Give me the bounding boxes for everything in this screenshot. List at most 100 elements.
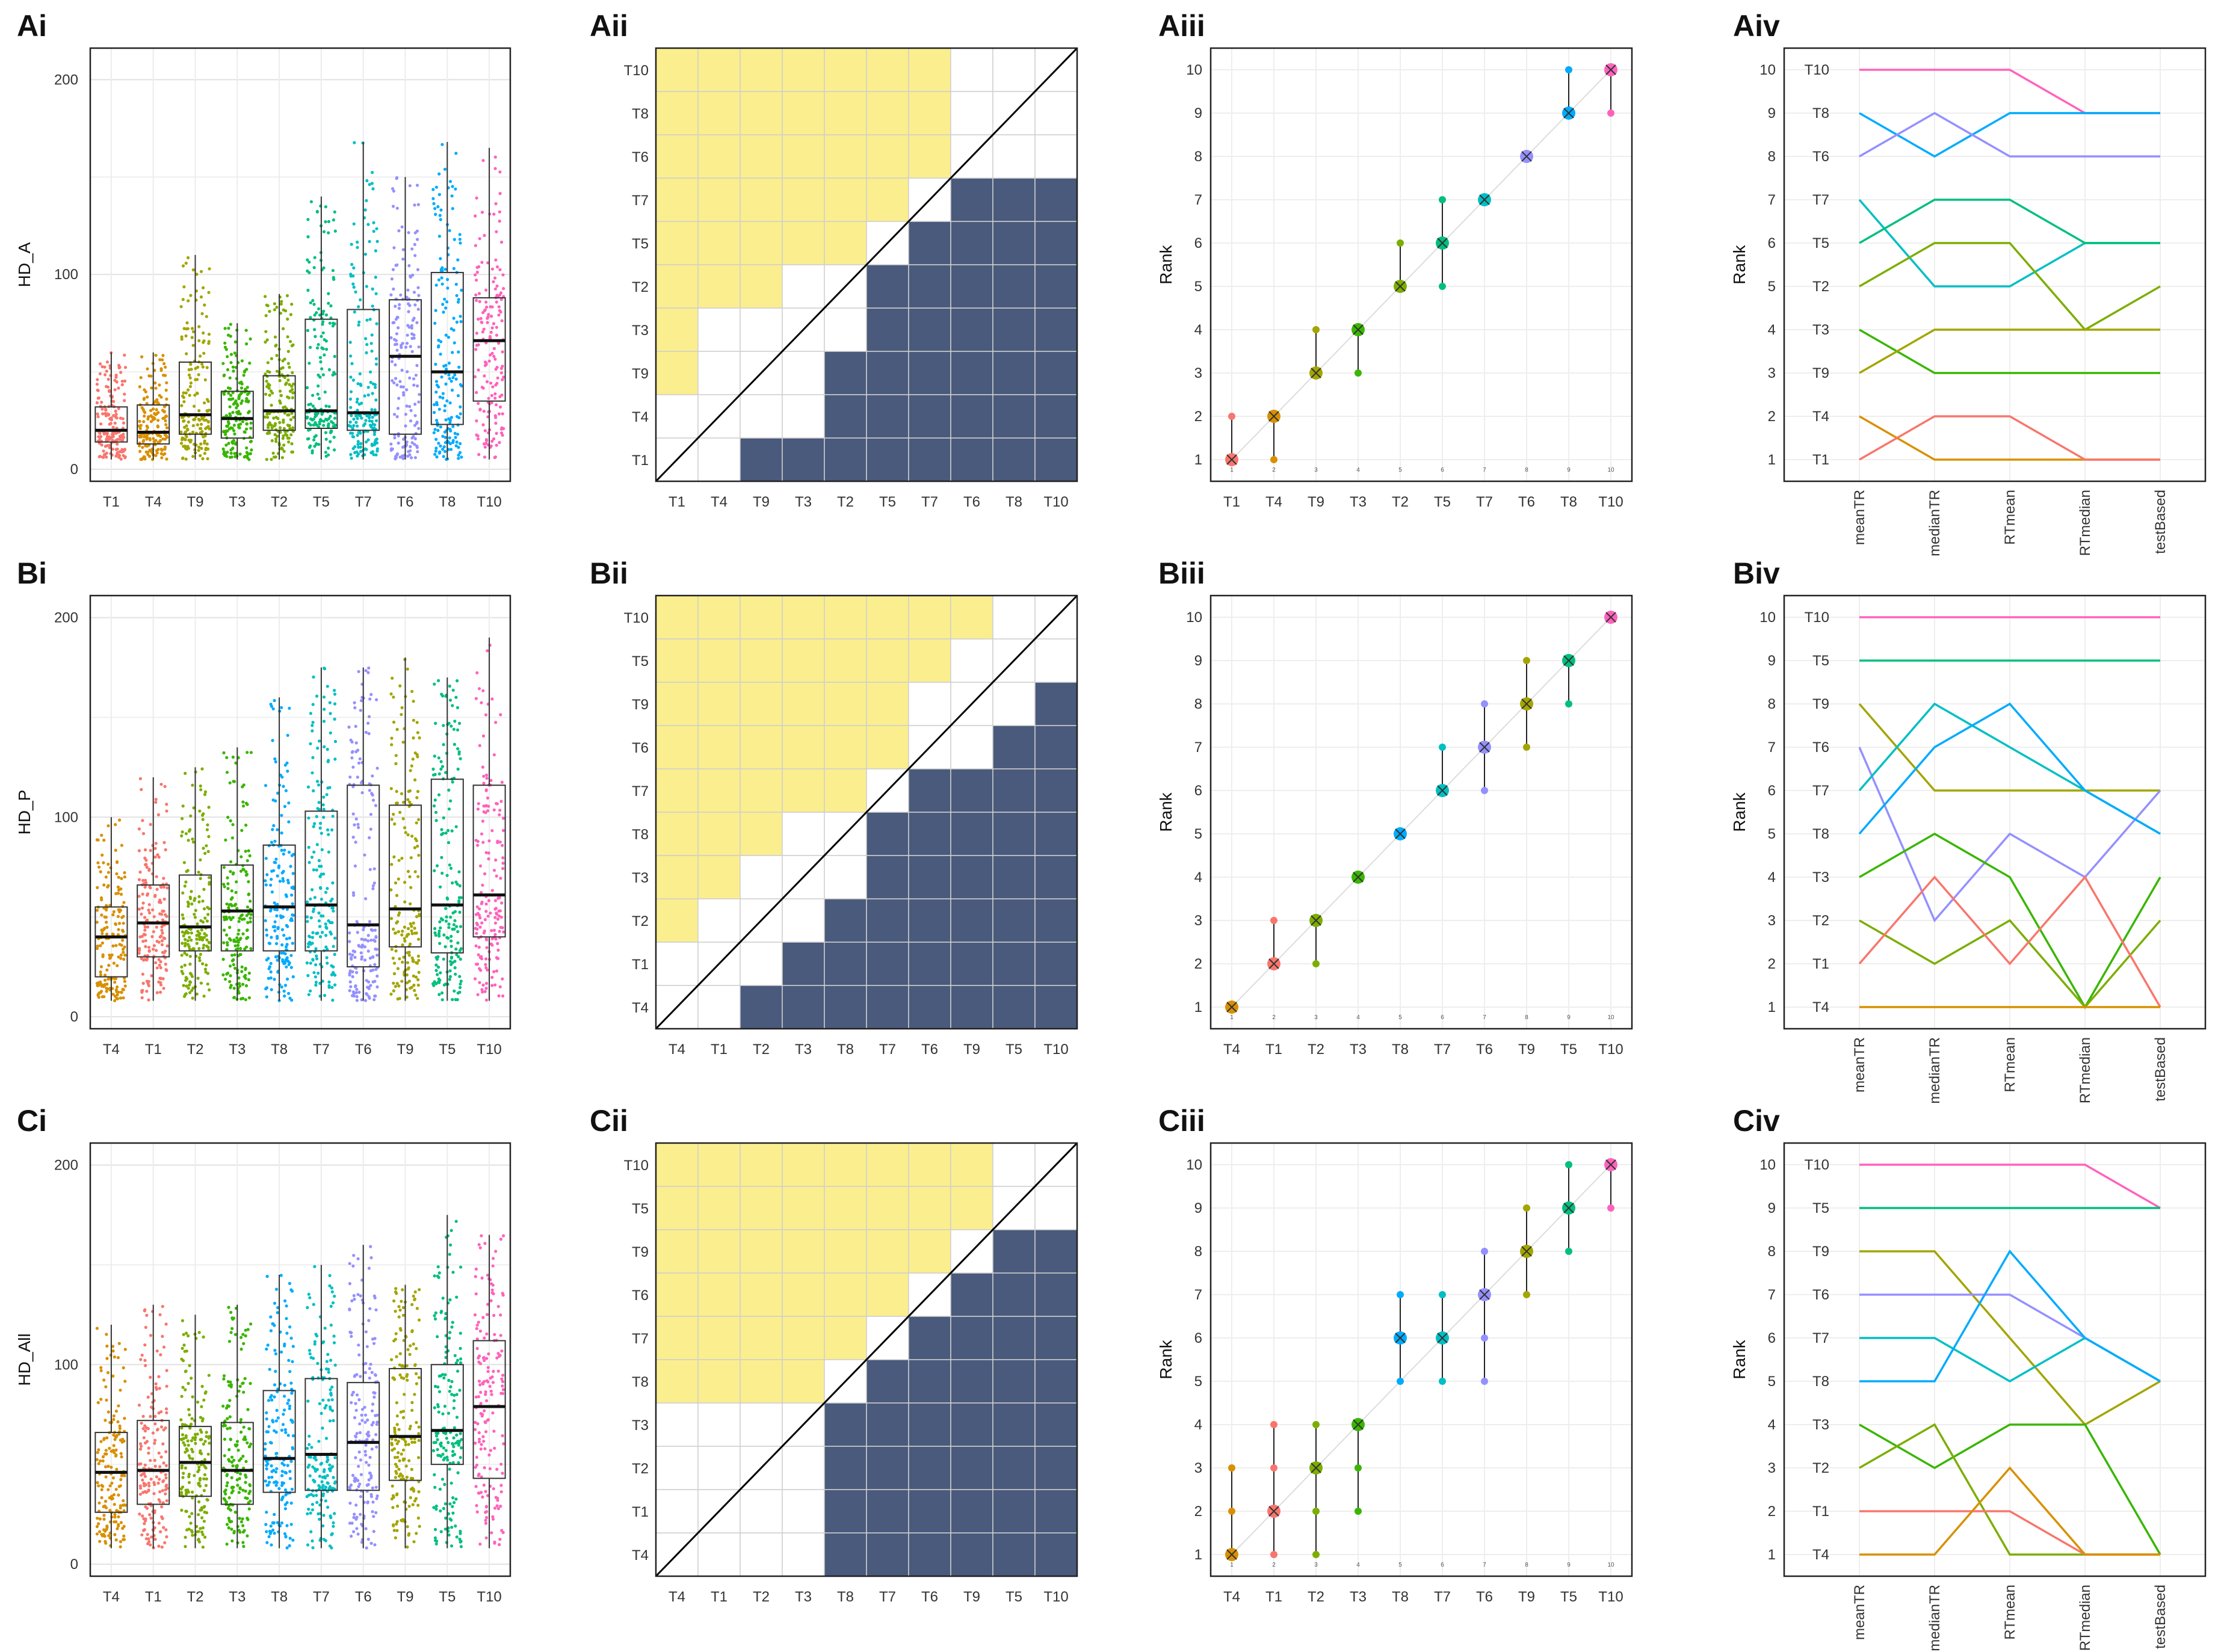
data-point xyxy=(368,957,372,960)
data-point xyxy=(442,310,445,314)
data-point xyxy=(410,764,413,768)
data-point xyxy=(105,932,109,936)
data-point xyxy=(140,1533,144,1536)
data-point xyxy=(237,920,241,923)
heatmap-cell xyxy=(824,725,867,769)
data-point xyxy=(226,943,229,947)
data-point xyxy=(434,309,437,312)
data-point xyxy=(115,1434,119,1437)
data-point xyxy=(271,1528,275,1532)
data-point xyxy=(391,676,394,680)
data-point xyxy=(150,974,153,978)
data-point xyxy=(231,916,235,919)
heatmap-cell xyxy=(1034,768,1078,813)
data-point xyxy=(365,285,368,288)
data-point xyxy=(200,1508,203,1512)
data-point xyxy=(202,846,205,850)
data-point xyxy=(249,1490,252,1493)
data-point xyxy=(392,812,395,816)
data-point xyxy=(437,772,441,775)
data-point xyxy=(273,1429,276,1432)
series-label: T3 xyxy=(1812,322,1829,338)
data-point xyxy=(437,442,440,445)
data-point xyxy=(441,434,445,438)
data-point xyxy=(365,440,368,444)
data-point xyxy=(189,381,193,385)
data-point xyxy=(113,1520,116,1524)
x-tick-label: T10 xyxy=(1598,1041,1623,1058)
data-point xyxy=(436,421,439,425)
data-point xyxy=(401,960,404,964)
data-point xyxy=(416,978,420,982)
data-point xyxy=(240,970,244,973)
data-point xyxy=(317,343,320,347)
data-point xyxy=(478,916,482,920)
data-point xyxy=(222,883,226,886)
data-point xyxy=(414,993,418,997)
data-point xyxy=(353,955,357,959)
data-point xyxy=(438,395,442,399)
data-point xyxy=(437,193,442,196)
data-point xyxy=(391,321,395,325)
data-point xyxy=(114,1488,118,1491)
data-point xyxy=(371,427,374,430)
data-point xyxy=(494,721,498,724)
data-point xyxy=(187,1454,191,1458)
data-point xyxy=(245,422,249,426)
data-point xyxy=(196,976,200,980)
data-point xyxy=(271,451,275,455)
data-point xyxy=(221,447,225,451)
data-point xyxy=(116,964,119,967)
data-point xyxy=(123,399,126,402)
data-point xyxy=(451,185,454,188)
data-point xyxy=(372,867,376,871)
data-point xyxy=(187,945,191,949)
data-point xyxy=(395,332,399,336)
data-point xyxy=(161,931,164,935)
data-point xyxy=(121,417,125,421)
data-point xyxy=(350,242,353,246)
data-point xyxy=(284,1535,288,1538)
data-point xyxy=(285,956,289,960)
data-point xyxy=(483,445,487,449)
data-point xyxy=(327,405,331,408)
rank-index-label: 8 xyxy=(1525,1014,1528,1021)
data-point xyxy=(458,975,462,978)
data-point xyxy=(281,958,285,961)
panel-label: Ci xyxy=(17,1104,47,1138)
data-point xyxy=(241,1333,245,1336)
data-point xyxy=(311,703,315,706)
data-point xyxy=(113,1512,117,1517)
box xyxy=(94,406,128,443)
data-point xyxy=(120,843,123,847)
series-label: T2 xyxy=(1812,913,1829,929)
data-point xyxy=(141,1472,145,1476)
data-point xyxy=(364,419,368,422)
plot-area xyxy=(1784,48,2205,481)
data-point xyxy=(404,413,408,416)
data-point xyxy=(155,1475,158,1479)
data-point xyxy=(180,404,184,407)
data-point xyxy=(439,257,442,260)
data-point xyxy=(268,393,271,397)
data-point xyxy=(416,731,420,735)
data-point xyxy=(317,919,321,923)
data-point xyxy=(390,743,394,747)
data-point xyxy=(487,359,491,363)
data-point xyxy=(286,317,289,321)
data-point xyxy=(103,978,107,982)
data-point xyxy=(306,328,309,333)
data-point xyxy=(161,1489,164,1493)
y-tick-label: 1 xyxy=(1768,452,1776,468)
data-point xyxy=(495,443,498,447)
data-point xyxy=(270,840,273,844)
data-point xyxy=(476,993,480,996)
data-point xyxy=(144,1364,147,1367)
data-point xyxy=(352,994,356,998)
data-point xyxy=(96,415,100,419)
data-point xyxy=(437,981,441,984)
data-point xyxy=(306,974,310,978)
data-point xyxy=(112,910,116,914)
data-point xyxy=(411,273,415,277)
data-point xyxy=(228,1426,232,1430)
